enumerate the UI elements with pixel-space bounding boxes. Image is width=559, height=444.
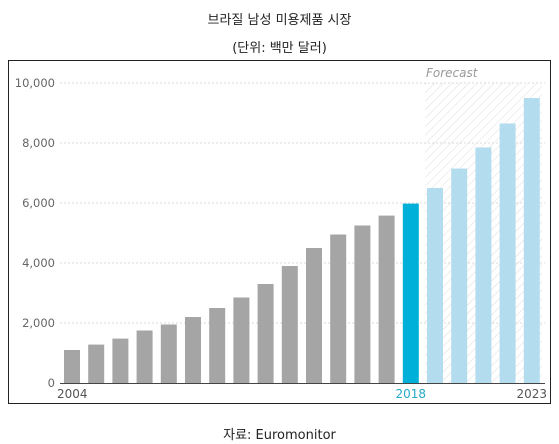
bar-2012: [257, 284, 274, 383]
y-tick-label: 8,000: [22, 136, 55, 150]
bar-forecast-2020: [451, 168, 468, 383]
y-tick-label: 4,000: [22, 256, 55, 270]
bar-forecast-2022: [499, 123, 516, 383]
bar-2016: [354, 225, 371, 383]
bar-2015: [330, 234, 347, 383]
bar-2011: [233, 297, 250, 383]
y-tick-label: 2,000: [22, 316, 55, 330]
bar-2006: [112, 338, 129, 383]
bar-forecast-2023: [523, 98, 540, 383]
chart-title: 브라질 남성 미용제품 시장: [207, 13, 352, 28]
source-note: 자료: Euromonitor: [223, 428, 336, 443]
bars: [64, 98, 540, 383]
bar-2008: [160, 324, 177, 383]
x-tick-label: 2018: [396, 387, 427, 401]
x-tick-label: 2004: [57, 387, 88, 401]
axes: 0 2,000 4,000 6,000 8,000 10,000 2004 2018 2023: [15, 76, 547, 401]
bar-forecast-2021: [475, 147, 492, 383]
x-tick-label: 2023: [517, 387, 548, 401]
bar-2004: [64, 350, 80, 383]
chart-subtitle: (단위: 백만 달러): [232, 41, 327, 56]
bar-highlight-2018: [402, 203, 419, 383]
bar-2013: [281, 266, 298, 383]
bar-2009: [185, 317, 201, 383]
forecast-label: Forecast: [426, 66, 479, 80]
bar-2014: [306, 248, 322, 383]
bar-2017: [378, 215, 395, 383]
bar-2010: [209, 308, 226, 383]
bar-2005: [88, 344, 105, 383]
y-tick-label: 10,000: [15, 76, 55, 90]
y-tick-label: 0: [48, 376, 55, 390]
bar-forecast-2019: [427, 188, 443, 383]
bar-2007: [136, 330, 153, 383]
y-tick-label: 6,000: [22, 196, 55, 210]
chart-frame: [8, 60, 551, 404]
